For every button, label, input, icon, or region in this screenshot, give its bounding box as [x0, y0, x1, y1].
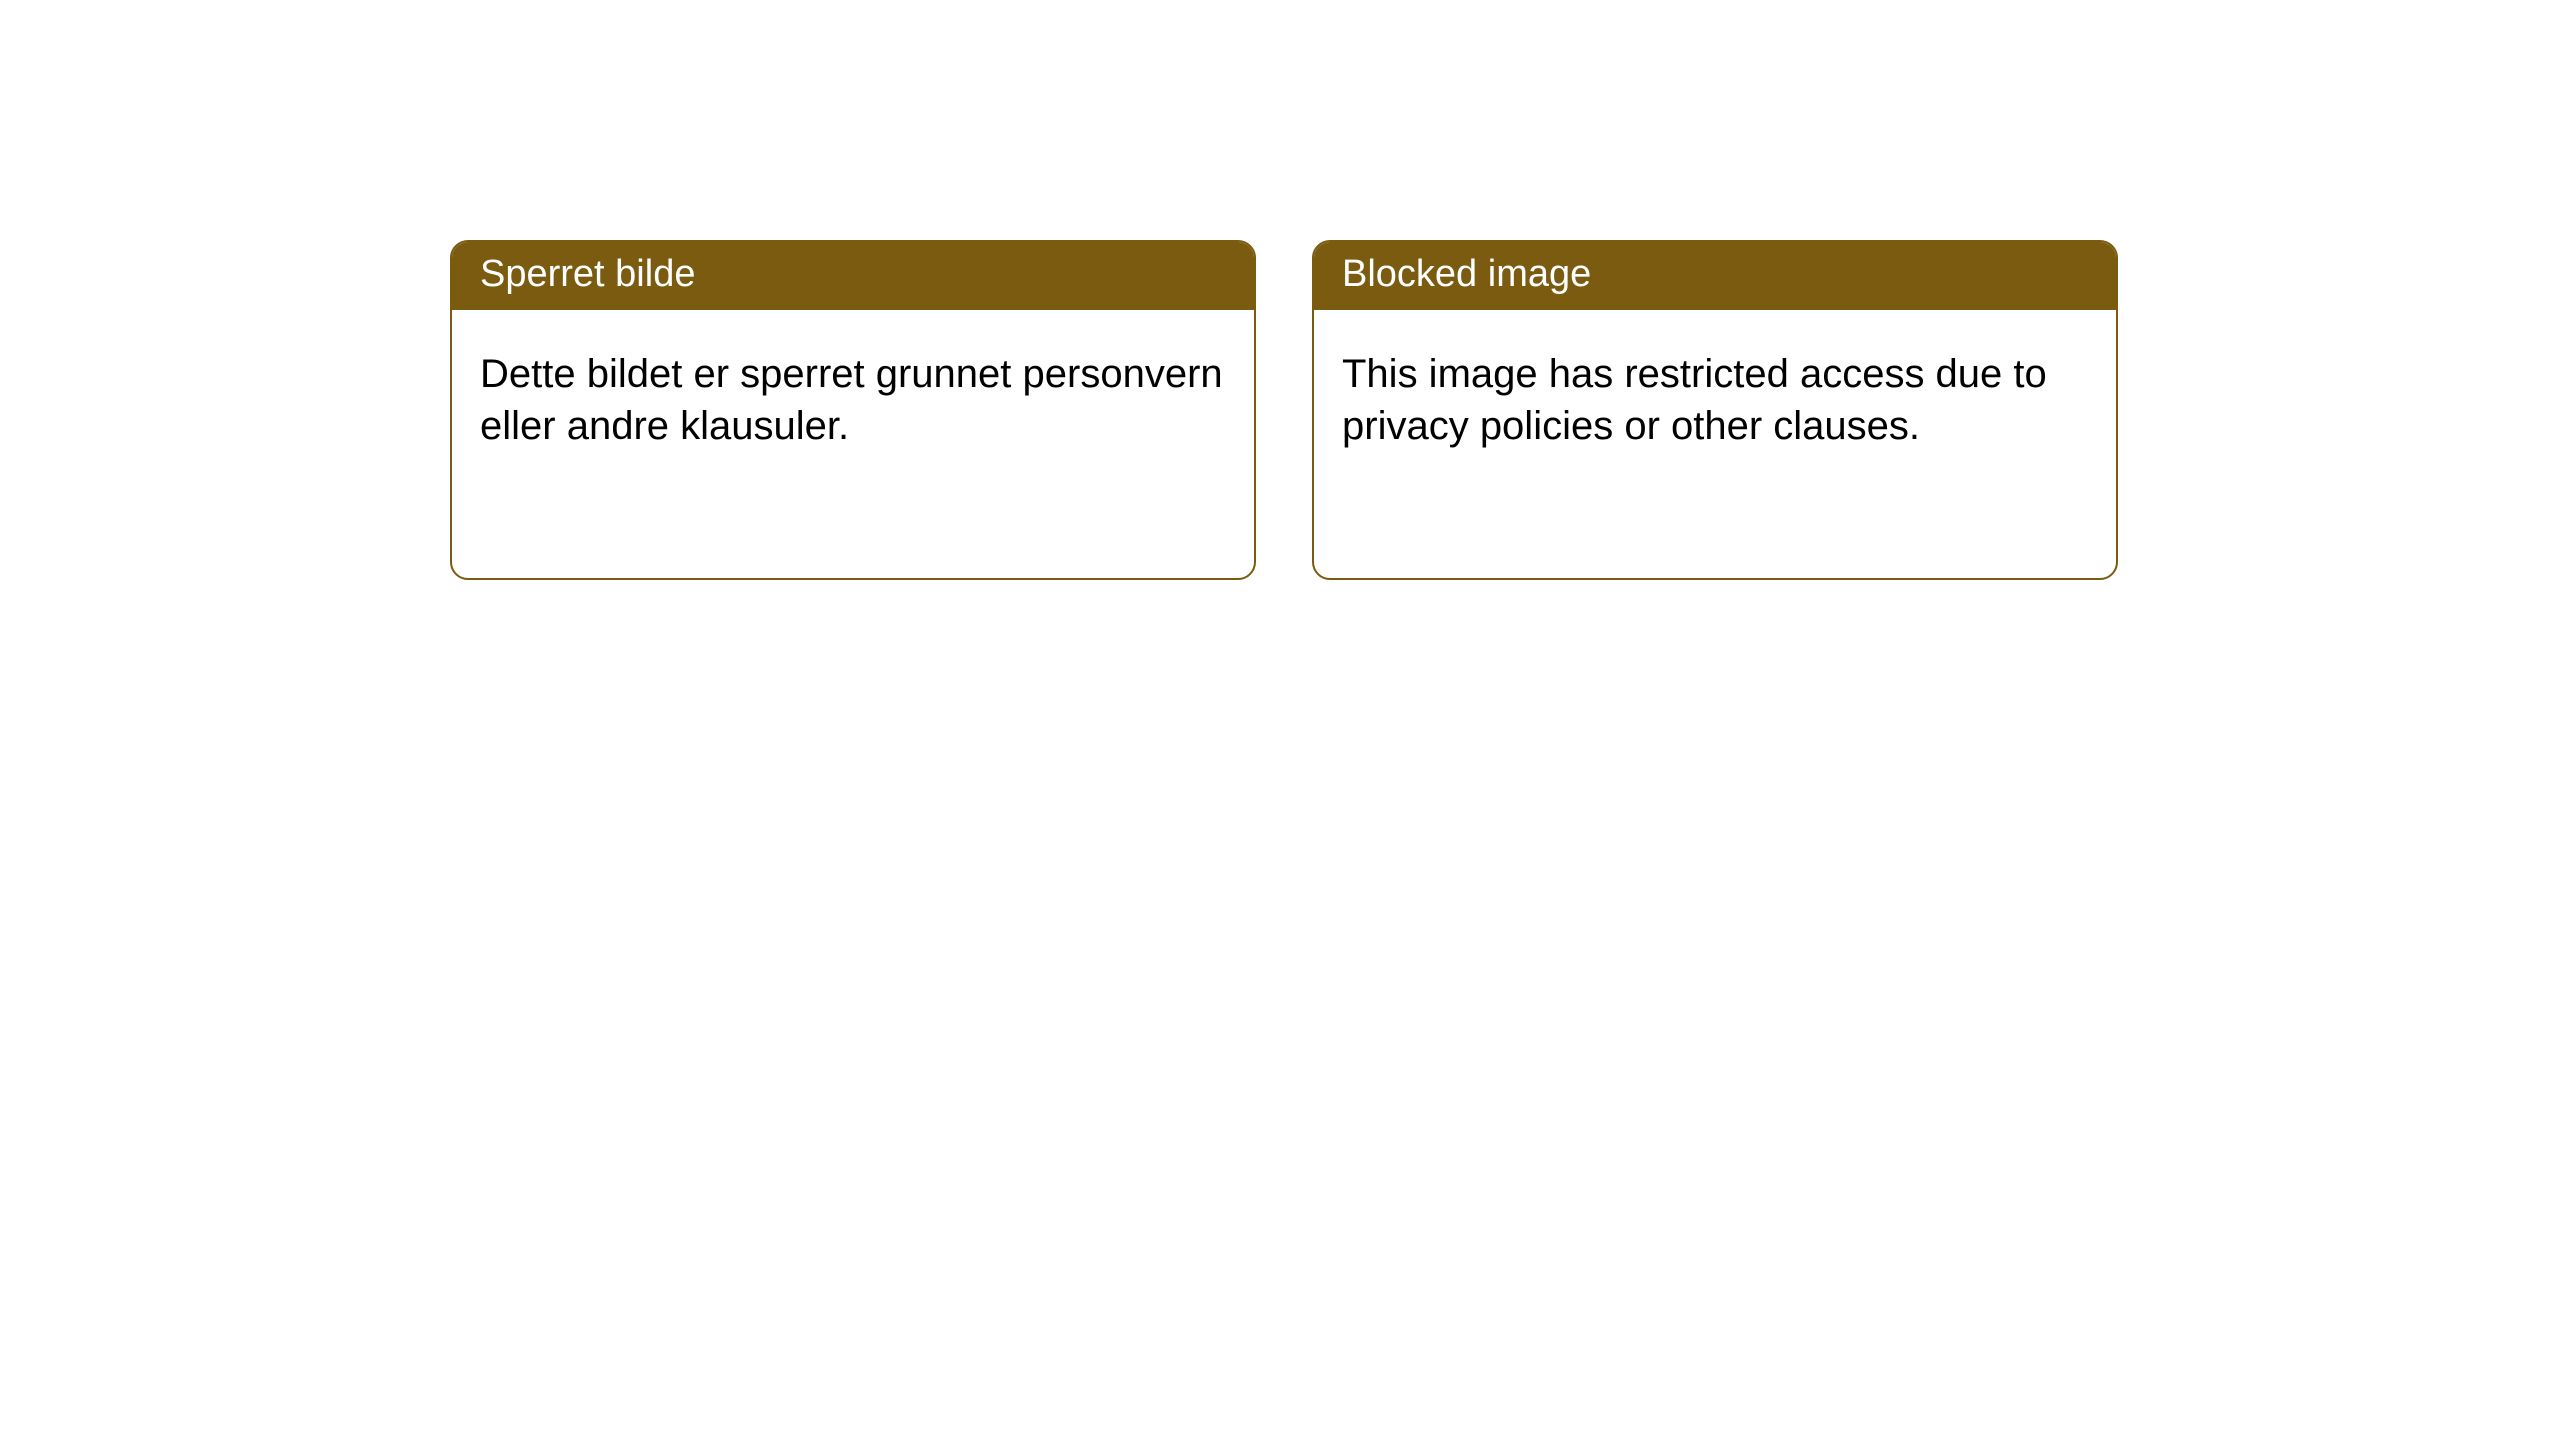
- notice-body-english: This image has restricted access due to …: [1314, 310, 2116, 482]
- notice-card-english: Blocked image This image has restricted …: [1312, 240, 2118, 580]
- notice-title-norwegian: Sperret bilde: [452, 242, 1254, 310]
- notice-container: Sperret bilde Dette bildet er sperret gr…: [0, 0, 2560, 580]
- notice-body-norwegian: Dette bildet er sperret grunnet personve…: [452, 310, 1254, 482]
- notice-title-english: Blocked image: [1314, 242, 2116, 310]
- notice-card-norwegian: Sperret bilde Dette bildet er sperret gr…: [450, 240, 1256, 580]
